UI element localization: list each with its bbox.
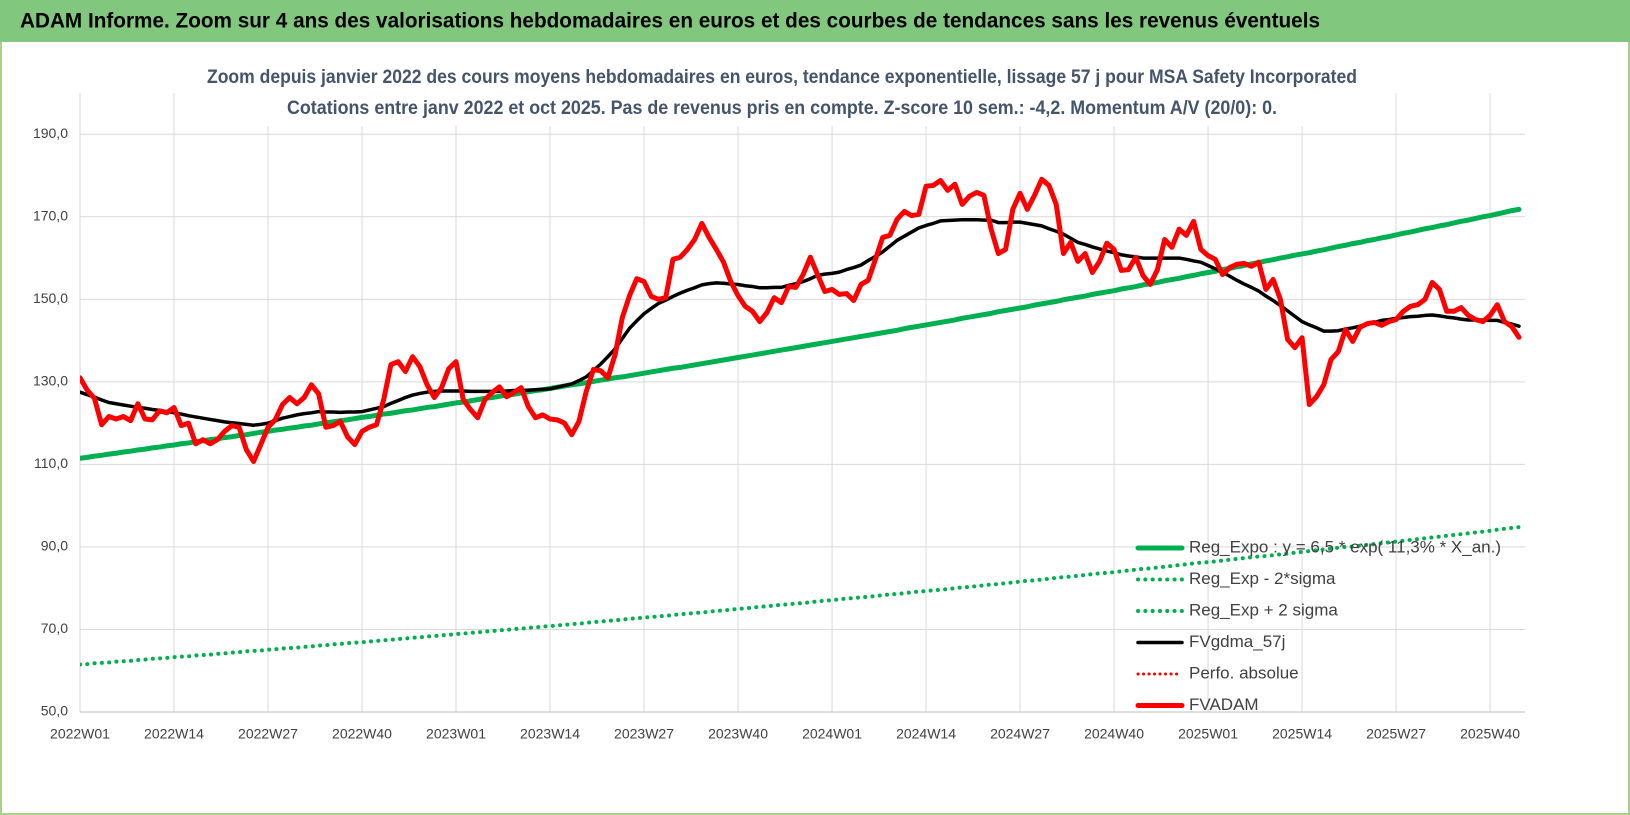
x-tick-label: 2023W14 — [520, 726, 580, 742]
x-tick-label: 2024W40 — [1084, 726, 1144, 742]
x-tick-label: 2025W40 — [1460, 726, 1520, 742]
legend-label: FVADAM — [1189, 695, 1259, 714]
legend-label: Reg_Expo : y = 6,5 * exp( 11,3% * X_an.) — [1189, 537, 1501, 556]
y-tick-label: 190,0 — [33, 125, 68, 141]
legend-label: FVgdma_57j — [1189, 632, 1285, 651]
x-tick-label: 2024W14 — [896, 726, 956, 742]
title-box — [205, 60, 1360, 126]
y-tick-label: 110,0 — [34, 455, 68, 471]
chart-title: Zoom depuis janvier 2022 des cours moyen… — [207, 67, 1357, 88]
x-tick-label: 2023W40 — [708, 726, 768, 742]
y-tick-label: 90,0 — [41, 538, 68, 554]
legend-label: Reg_Exp + 2 sigma — [1189, 600, 1338, 619]
legend: Reg_Expo : y = 6,5 * exp( 11,3% * X_an.)… — [1135, 537, 1501, 714]
series-line — [80, 525, 1521, 667]
x-tick-label: 2022W14 — [144, 726, 204, 742]
x-tick-label: 2022W27 — [238, 726, 298, 742]
series-line — [80, 206, 1522, 461]
legend-label: Perfo. absolue — [1189, 663, 1299, 682]
grid: 50,0 70,0 90,0 110,0 130,0 150,0 170,0 190,0 202… — [33, 93, 1525, 742]
x-tick-label: 2025W14 — [1272, 726, 1332, 742]
series-line — [80, 176, 1522, 465]
x-tick-label: 2025W27 — [1366, 726, 1426, 742]
x-tick-label: 2023W01 — [426, 726, 486, 742]
x-tick-label: 2022W40 — [332, 726, 392, 742]
y-tick-label: 130,0 — [33, 373, 68, 389]
banner — [0, 0, 1630, 42]
x-tick-label: 2023W27 — [614, 726, 674, 742]
x-tick-label: 2024W27 — [990, 726, 1050, 742]
x-tick-label: 2022W01 — [50, 726, 110, 742]
y-tick-label: 50,0 — [41, 703, 68, 719]
x-tick-label: 2025W01 — [1178, 726, 1238, 742]
y-tick-label: 150,0 — [33, 290, 68, 306]
banner-title: ADAM Informe. Zoom sur 4 ans des valoris… — [20, 10, 1320, 33]
series-group — [80, 176, 1522, 667]
legend-label: Reg_Exp - 2*sigma — [1189, 569, 1336, 588]
x-tick-label: 2024W01 — [802, 726, 862, 742]
y-tick-label: 170,0 — [33, 208, 68, 224]
y-tick-label: 70,0 — [41, 620, 68, 636]
chart-subtitle: Cotations entre janv 2022 et oct 2025. P… — [287, 98, 1277, 119]
